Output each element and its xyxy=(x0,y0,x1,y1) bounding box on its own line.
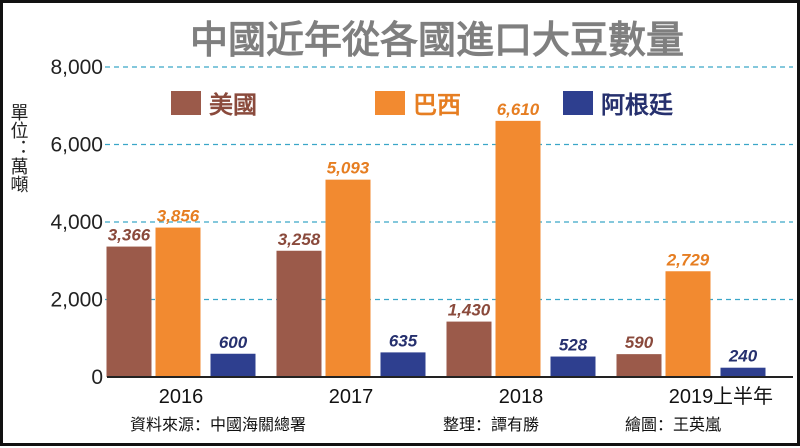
bar-data-label: 3,366 xyxy=(108,226,151,245)
x-tick-label: 2019 xyxy=(669,386,714,408)
bar xyxy=(550,356,596,377)
x-tick-label: 2016 xyxy=(159,386,204,408)
legend-swatch xyxy=(171,91,201,115)
bar xyxy=(616,354,662,377)
bar-data-label: 2,729 xyxy=(666,250,710,269)
legend: 美國 巴西 阿根廷 xyxy=(171,91,674,119)
footer-compiler: 整理：譚有勝 xyxy=(443,415,539,434)
bar xyxy=(276,250,322,377)
y-tick-label: 2,000 xyxy=(50,289,103,312)
footer-source: 資料來源：中國海關總署 xyxy=(130,415,306,434)
chart-title: 中國近年從各國進口大豆數量 xyxy=(190,18,684,62)
legend-swatch xyxy=(563,91,593,115)
x-tick-label: 2017 xyxy=(329,386,374,408)
bar-data-label: 528 xyxy=(559,336,588,355)
bar xyxy=(380,352,426,377)
y-tick-label: 8,000 xyxy=(50,56,103,79)
data-labels-layer: 3,366 3,856 600 3,258 5,093 635 1,430 6,610 528 5… xyxy=(108,100,758,366)
bar xyxy=(495,120,541,378)
bar xyxy=(446,321,492,377)
grid-layer xyxy=(105,66,793,301)
y-tick-label: 6,000 xyxy=(50,134,103,157)
bar-data-label: 635 xyxy=(389,331,418,350)
legend-label: 巴西 xyxy=(413,91,461,119)
y-tick-label: 0 xyxy=(91,366,103,389)
bar xyxy=(665,271,711,377)
bar-data-label: 600 xyxy=(219,333,248,352)
legend-swatch xyxy=(375,91,405,115)
bar-data-label: 240 xyxy=(728,347,758,366)
y-axis-unit-label: 單位：萬噸 xyxy=(8,103,29,193)
axis-layer: 0 2,000 4,000 6,000 8,000 2016 2017 2018 2019 上半年 xyxy=(50,56,793,408)
bar-data-label: 590 xyxy=(625,333,654,352)
y-tick-label: 4,000 xyxy=(50,211,103,234)
bar-data-label: 6,610 xyxy=(497,100,540,119)
chart: 中國近年從各國進口大豆數量 單位：萬噸 3,366 3,856 600 3,258 5,… xyxy=(8,18,793,434)
bar xyxy=(210,353,256,377)
bar xyxy=(325,179,371,377)
x-tick-suffix: 上半年 xyxy=(713,385,773,408)
bar-data-label: 3,856 xyxy=(157,207,200,226)
bar xyxy=(106,246,152,377)
bar-data-label: 1,430 xyxy=(448,301,491,320)
bar xyxy=(720,367,766,377)
footer-artist: 繪圖：王英嵐 xyxy=(625,415,721,434)
legend-label: 美國 xyxy=(209,91,257,119)
bar xyxy=(155,227,201,377)
legend-label: 阿根廷 xyxy=(601,91,674,119)
footer: 資料來源：中國海關總署 整理：譚有勝 繪圖：王英嵐 xyxy=(130,415,721,434)
bar-data-label: 5,093 xyxy=(327,159,370,178)
x-tick-label: 2018 xyxy=(499,386,544,408)
bars-layer xyxy=(106,120,766,378)
bar-data-label: 3,258 xyxy=(278,230,321,249)
